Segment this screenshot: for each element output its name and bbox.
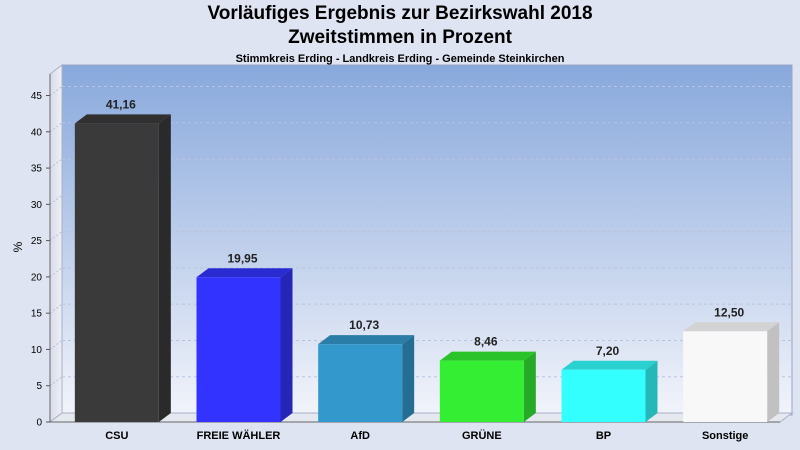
y-tick-label: 30 (31, 200, 43, 211)
x-tick-label: Sonstige (702, 430, 748, 442)
chart-caption: Stimmkreis Erding - Landkreis Erding - G… (235, 53, 565, 65)
bar-top (561, 360, 658, 370)
bar-top (74, 114, 171, 124)
plot-side-wall (49, 64, 63, 423)
bar-grüne (439, 351, 536, 422)
bar-freie-wähler (196, 268, 293, 422)
x-tick-label: BP (596, 430, 611, 442)
y-tick-label: 20 (31, 272, 43, 283)
gridline-diagonal (49, 376, 63, 387)
data-label: 10,73 (349, 318, 379, 332)
bar-csu (74, 114, 171, 422)
data-label: 19,95 (227, 251, 257, 265)
bar-front (683, 331, 768, 422)
bar-sonstige (683, 322, 780, 422)
x-tick-label: CSU (105, 430, 128, 442)
gridline-diagonal (49, 158, 63, 169)
data-label: 8,46 (474, 335, 498, 349)
data-label: 41,16 (106, 97, 136, 111)
bar-front (318, 344, 403, 422)
data-label: 12,50 (714, 305, 744, 319)
data-label: 7,20 (596, 344, 620, 358)
bar-side (402, 335, 415, 422)
chart-header: Vorläufiges Ergebnis zur Bezirkswahl 201… (0, 2, 800, 66)
x-tick-label: FREIE WÄHLER (197, 429, 281, 442)
y-tick-label: 5 (36, 381, 42, 392)
bar-front (74, 123, 159, 422)
bar-side (280, 268, 293, 422)
bar-front (561, 369, 646, 422)
bar-top (318, 335, 415, 345)
gridline-diagonal (49, 303, 63, 314)
chart-subtitle: Zweitstimmen in Prozent (288, 27, 512, 48)
y-tick-label: 15 (31, 309, 43, 320)
bar-top (683, 322, 780, 332)
y-tick-label: 40 (31, 127, 43, 138)
gridline-diagonal (49, 86, 63, 96)
y-tick-label: 45 (31, 91, 43, 102)
y-tick-label: 0 (36, 418, 42, 429)
y-axis-label: % (11, 241, 25, 252)
bar-top (439, 351, 536, 361)
gridline-diagonal (49, 340, 63, 350)
x-tick-label: GRÜNE (462, 429, 502, 442)
bar-side (645, 360, 658, 422)
bar-afd (318, 335, 415, 422)
y-tick-label: 35 (31, 164, 43, 175)
gridline-diagonal (49, 267, 63, 278)
bar-side (523, 351, 536, 422)
gridline-diagonal (49, 194, 63, 205)
y-tick-label: 25 (31, 236, 43, 247)
gridline-diagonal (49, 231, 63, 242)
bar-bp (561, 360, 658, 422)
bar-top (196, 268, 293, 278)
plot-area (61, 64, 793, 416)
bar-front (196, 277, 281, 422)
bar-side (158, 114, 171, 422)
bar-side (767, 322, 780, 422)
x-tick-label: AfD (350, 430, 370, 442)
y-tick-label: 10 (31, 345, 43, 356)
gridline-diagonal (49, 122, 63, 133)
chart-title: Vorläufiges Ergebnis zur Bezirkswahl 201… (207, 3, 593, 24)
bar-front (439, 360, 524, 422)
